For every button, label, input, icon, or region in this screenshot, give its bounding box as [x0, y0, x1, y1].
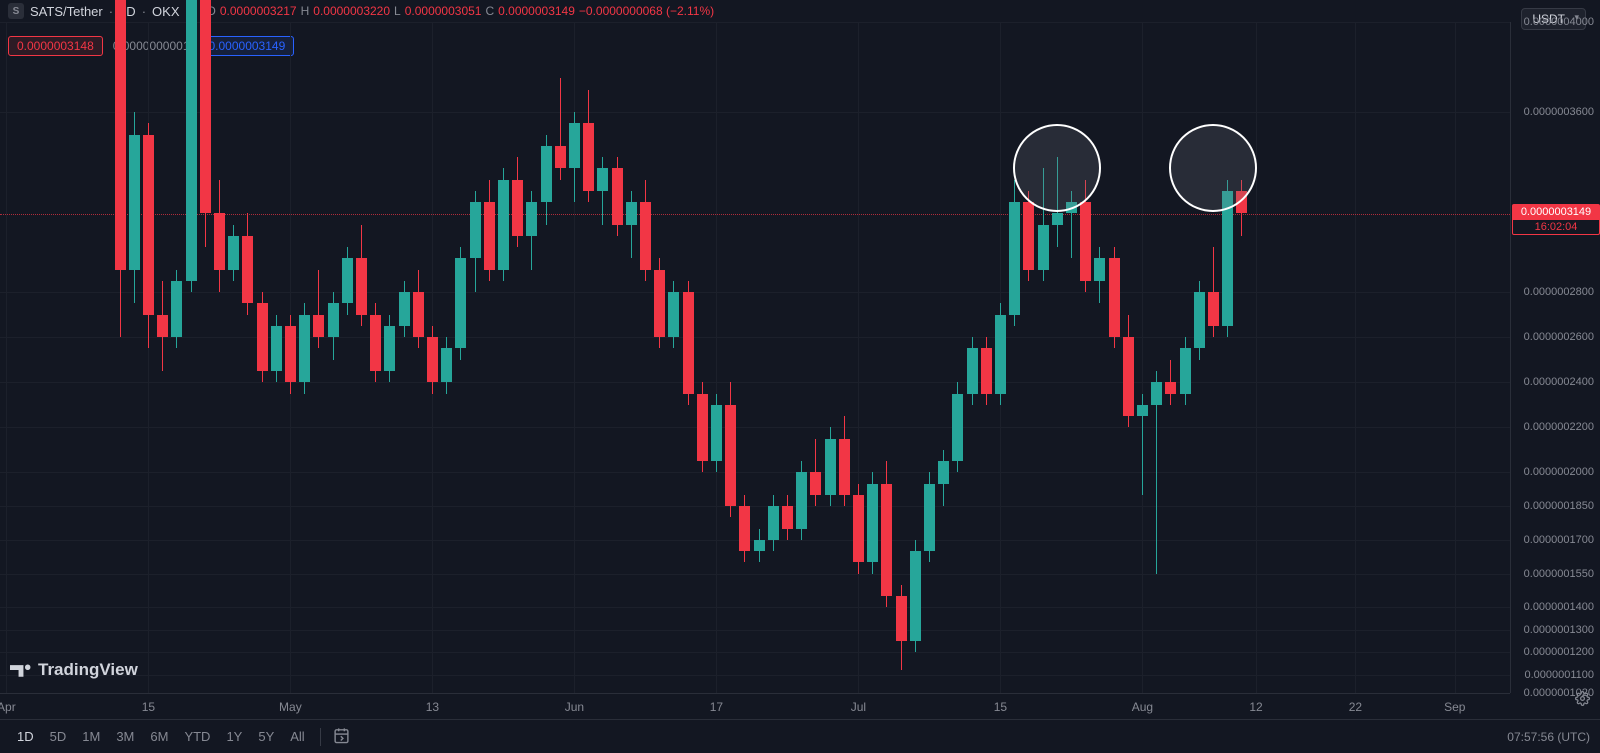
- x-axis-label: Jun: [565, 700, 584, 714]
- y-axis-label: 0.0000001850: [1524, 500, 1594, 512]
- symbol-name[interactable]: SATS/Tether: [30, 4, 103, 19]
- y-axis-label: 0.0000004000: [1524, 16, 1594, 28]
- x-axis-label: Sep: [1444, 700, 1465, 714]
- y-axis-label: 0.0000003600: [1524, 106, 1594, 118]
- x-axis-label: 12: [1249, 700, 1262, 714]
- timeframe-toolbar: 1D5D1M3M6MYTD1Y5YAll 07:57:56 (UTC): [0, 719, 1600, 753]
- price-axis[interactable]: 0.00000040000.00000036000.00000028000.00…: [1510, 22, 1600, 693]
- x-axis-label: 15: [142, 700, 155, 714]
- price-tag: 0.000000314916:02:04: [1512, 204, 1600, 235]
- y-axis-label: 0.0000001400: [1524, 601, 1594, 613]
- timeframe-all[interactable]: All: [283, 725, 311, 748]
- x-axis-label: 13: [426, 700, 439, 714]
- y-axis-label: 0.0000002800: [1524, 286, 1594, 298]
- timeframe-1y[interactable]: 1Y: [219, 725, 249, 748]
- y-axis-label: 0.0000001200: [1524, 646, 1594, 658]
- exchange[interactable]: OKX: [152, 4, 179, 19]
- x-axis-label: 15: [994, 700, 1007, 714]
- timeframe-1m[interactable]: 1M: [75, 725, 107, 748]
- y-axis-label: 0.0000001550: [1524, 568, 1594, 580]
- y-axis-label: 0.0000002600: [1524, 331, 1594, 343]
- goto-date-icon[interactable]: [329, 723, 354, 751]
- y-axis-label: 0.0000001700: [1524, 534, 1594, 546]
- clock[interactable]: 07:57:56 (UTC): [1507, 730, 1590, 744]
- timeframe-5y[interactable]: 5Y: [251, 725, 281, 748]
- x-axis-label: 17: [710, 700, 723, 714]
- y-axis-label: 0.0000001300: [1524, 624, 1594, 636]
- timeframe-ytd[interactable]: YTD: [177, 725, 217, 748]
- x-axis-label: Apr: [0, 700, 16, 714]
- y-axis-label: 0.0000002200: [1524, 421, 1594, 433]
- tradingview-logo[interactable]: TradingView: [10, 659, 138, 681]
- x-axis-label: 22: [1349, 700, 1362, 714]
- time-axis[interactable]: Apr 15 May 13 Jun 17 Jul 15 Aug 12 22 Sep: [0, 693, 1510, 719]
- x-axis-label: Aug: [1132, 700, 1153, 714]
- timeframe-3m[interactable]: 3M: [109, 725, 141, 748]
- ohlc-readout: O0.0000003217 H0.0000003220 L0.000000305…: [207, 4, 715, 18]
- symbol-badge: S: [8, 3, 24, 19]
- y-axis-label: 0.0000001100: [1524, 669, 1594, 681]
- last-price-line: [0, 214, 1510, 215]
- chart-pane[interactable]: [0, 22, 1510, 693]
- y-axis-label: 0.0000002000: [1524, 466, 1594, 478]
- axis-settings-icon[interactable]: [1575, 691, 1590, 711]
- x-axis-label: Jul: [851, 700, 866, 714]
- chart-header: S SATS/Tether · 1D · OKX O0.0000003217 H…: [0, 0, 1600, 22]
- x-axis-label: May: [279, 700, 302, 714]
- timeframe-6m[interactable]: 6M: [143, 725, 175, 748]
- y-axis-label: 0.0000002400: [1524, 376, 1594, 388]
- timeframe-5d[interactable]: 5D: [43, 725, 74, 748]
- timeframe-1d[interactable]: 1D: [10, 725, 41, 748]
